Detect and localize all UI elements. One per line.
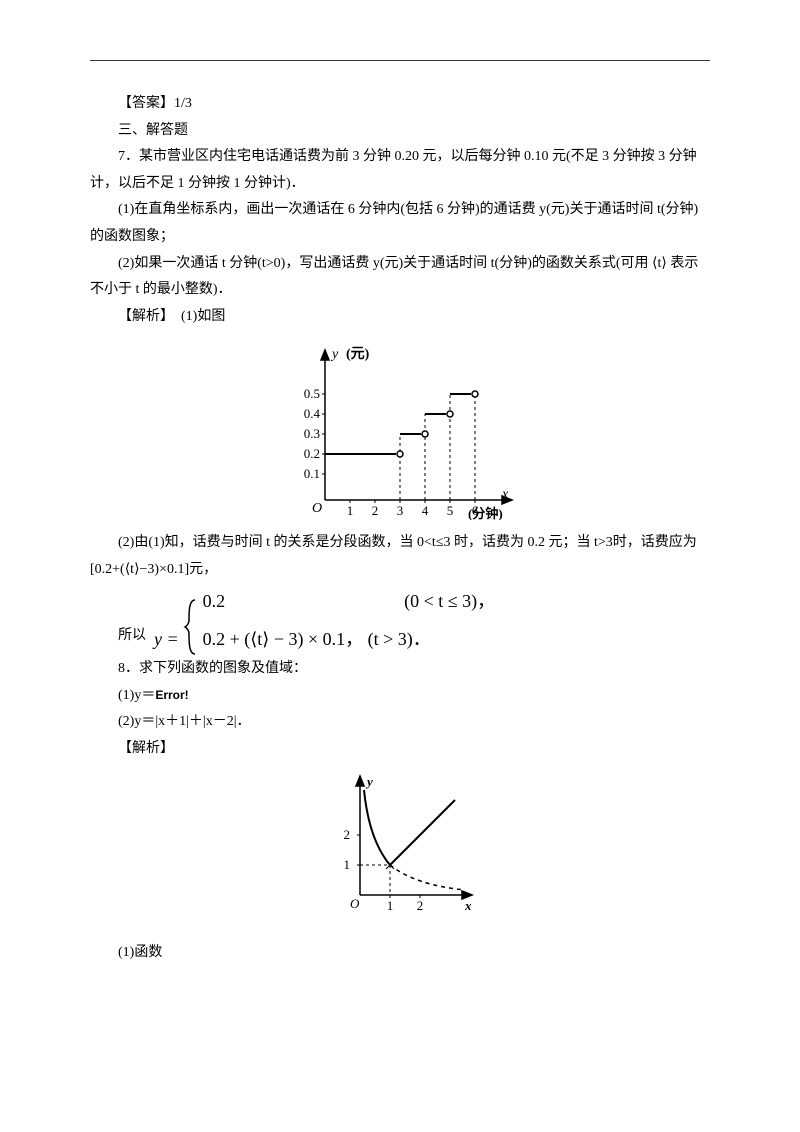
q7-row1-left: 0.2 [203, 591, 226, 611]
q7-xunit: (分钟) [468, 506, 503, 520]
q8-part2: (2)y＝|x＋1|＋|x－2|． [90, 709, 710, 736]
q7-xtick: 1 [347, 503, 354, 518]
q7-ytick: 0.5 [304, 386, 320, 401]
q8-analysis-label: 【解析】 [90, 736, 710, 763]
answer-line: 【答案】1/3 [90, 91, 710, 118]
q7-part1: (1)在直角坐标系内，画出一次通话在 6 分钟内(包括 6 分钟)的通话费 y(… [90, 197, 710, 250]
document-page: 【答案】1/3 三、解答题 7．某市营业区内住宅电话通话费为前 3 分钟 0.2… [0, 0, 800, 1132]
q7-xlabel: x [501, 487, 509, 502]
q8-xtick: 1 [387, 898, 394, 913]
q7-yunit: (元) [346, 346, 370, 362]
q7-analysis-label: 【解析】 (1)如图 [90, 304, 710, 331]
q8-part1-label: (1)y＝ [118, 688, 155, 703]
q7-row1-right: (0 < t ≤ 3)， [404, 591, 495, 611]
section-heading: 三、解答题 [90, 118, 710, 145]
q7-ytick: 0.2 [304, 446, 320, 461]
q8-xlabel: x [464, 898, 472, 913]
q7-ytick: 0.1 [304, 466, 320, 481]
q8-ytick: 2 [344, 827, 351, 842]
q7-therefore: 所以 [118, 623, 146, 656]
q7-origin: O [312, 501, 322, 516]
q7-xtick: 5 [447, 503, 454, 518]
brace-icon [183, 598, 199, 656]
q7-ytick: 0.4 [304, 406, 321, 421]
q7-part2-explain: (2)由(1)知，话费与时间 t 的关系是分段函数，当 0<t≤3 时，话费为 … [90, 530, 710, 583]
q8-graph-svg: 1 2 1 2 O y x [315, 770, 485, 920]
q7-xtick: 4 [422, 503, 429, 518]
q8-tail: (1)函数 [90, 940, 710, 967]
q7-ytick: 0.3 [304, 426, 320, 441]
q8-xtick: 2 [417, 898, 424, 913]
q7-step-chart-svg: 0.1 0.2 0.3 0.4 0.5 1 2 3 4 5 6 [270, 340, 530, 520]
error-text: Error! [155, 688, 188, 702]
q7-row2-right: (t > 3)． [368, 629, 431, 649]
q7-xtick: 2 [372, 503, 379, 518]
q8-ytick: 1 [344, 857, 351, 872]
q8-ylabel: y [365, 774, 373, 789]
q8-origin: O [350, 896, 360, 911]
q7-formula-lhs: y = [154, 622, 179, 656]
q7-part2: (2)如果一次通话 t 分钟(t>0)，写出通话费 y(元)关于通话时间 t(分… [90, 251, 710, 304]
q8-part1: (1)y＝Error! [90, 683, 710, 710]
q7-ylabel: y [330, 347, 339, 362]
q8-chart: 1 2 1 2 O y x [90, 770, 710, 920]
q7-formula-body: 0.2 (0 < t ≤ 3)， 0.2 + (⟨t⟩ − 3) × 0.1， … [203, 584, 496, 656]
q7-xtick: 3 [397, 503, 404, 518]
q8-intro: 8．求下列函数的图象及值域： [90, 656, 710, 683]
top-rule [90, 60, 710, 61]
q7-intro: 7．某市营业区内住宅电话通话费为前 3 分钟 0.20 元，以后每分钟 0.10… [90, 144, 710, 197]
q7-chart: 0.1 0.2 0.3 0.4 0.5 1 2 3 4 5 6 [90, 340, 710, 520]
q7-piecewise-formula: 所以 y = 0.2 (0 < t ≤ 3)， 0.2 + (⟨t⟩ − 3) … [118, 584, 710, 656]
q7-row2-left: 0.2 + (⟨t⟩ − 3) × 0.1， [203, 629, 364, 649]
